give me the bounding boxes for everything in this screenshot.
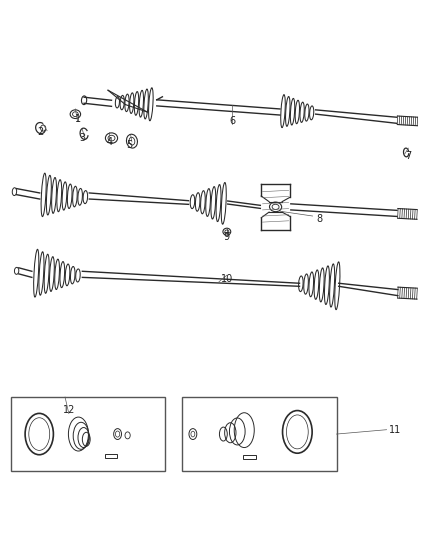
Text: 9: 9 [224,232,230,243]
Bar [11,397,166,471]
Text: 8: 8 [316,214,322,224]
Text: 3: 3 [79,133,85,143]
Text: 6: 6 [229,116,235,126]
Text: 4: 4 [106,136,113,147]
Text: 10: 10 [221,273,233,284]
Text: 1: 1 [74,114,81,124]
Text: 11: 11 [389,425,401,435]
Text: 12: 12 [63,405,75,415]
Bar [182,397,336,471]
Text: 2: 2 [37,126,44,136]
Text: 7: 7 [405,151,411,161]
Bar [105,454,117,458]
Bar [243,455,256,459]
Text: 5: 5 [127,140,133,150]
